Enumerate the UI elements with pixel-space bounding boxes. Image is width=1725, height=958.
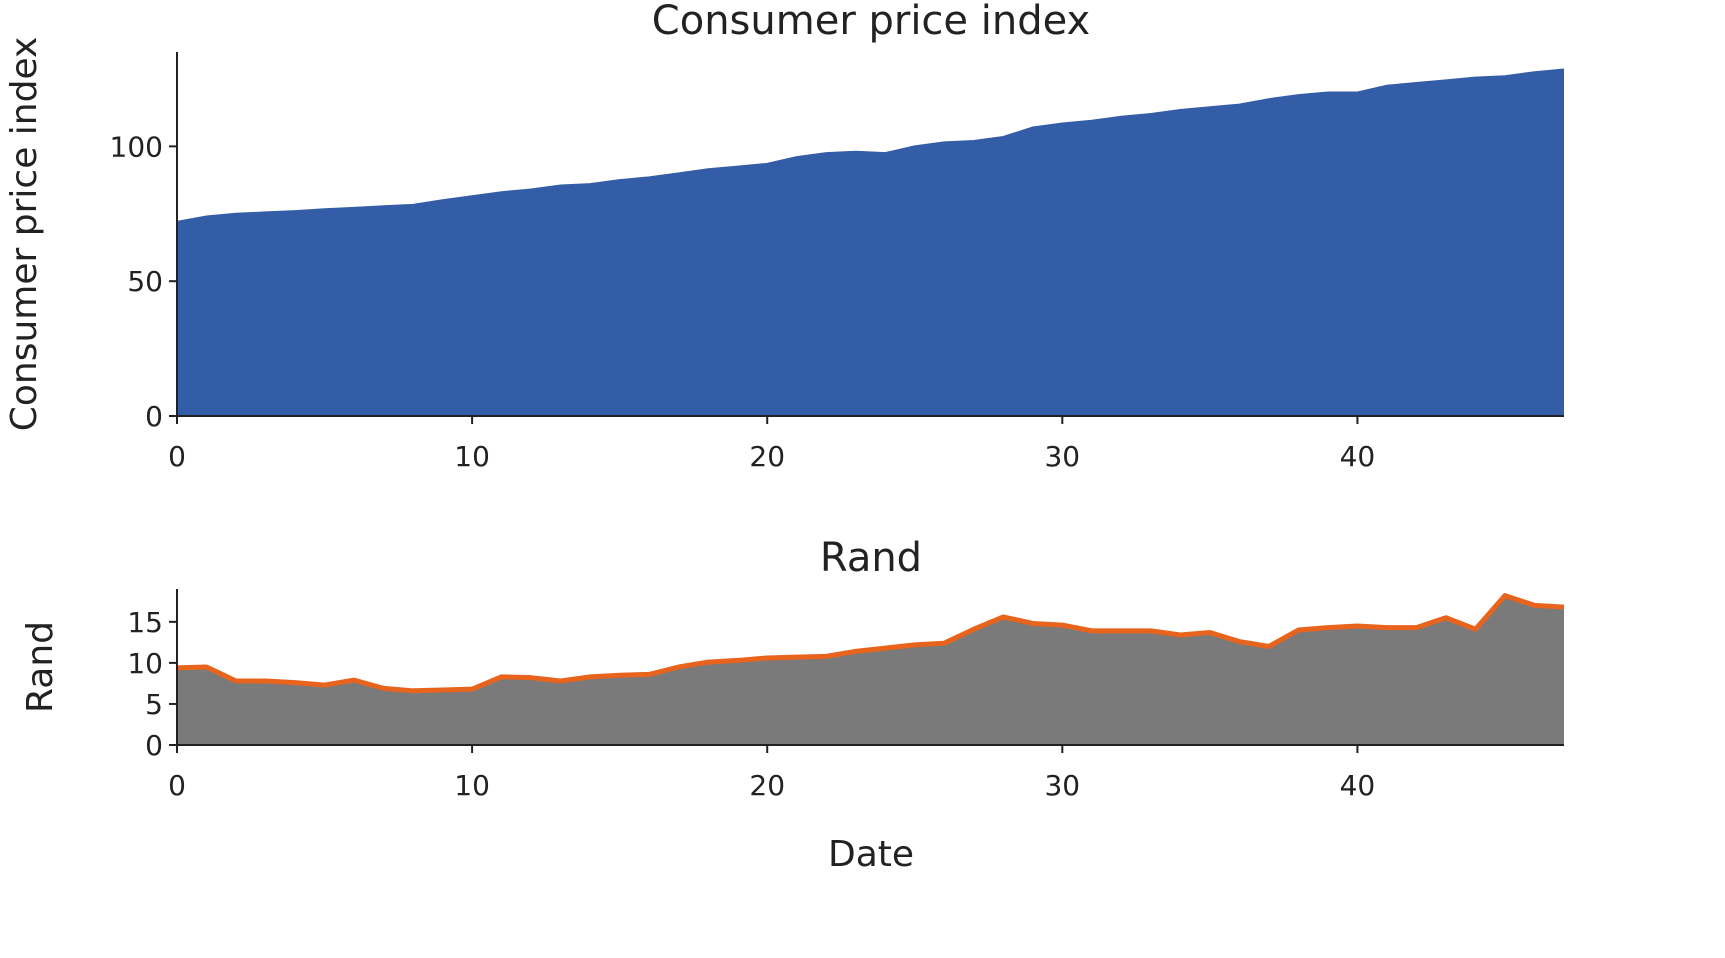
cpi-x-tick-label: 10: [454, 440, 490, 473]
cpi-y-tick-label: 0: [145, 400, 163, 433]
cpi-x-tick-label: 20: [749, 440, 785, 473]
cpi-y-axis-label: Consumer price index: [4, 37, 45, 432]
cpi-y-tick-label: 100: [110, 130, 163, 163]
rand-series-line: [176, 593, 1565, 694]
cpi-axes: [176, 52, 1564, 417]
cpi-y-ticks: 0 50 100: [110, 130, 177, 433]
rand-x-tick-label: 10: [454, 769, 490, 802]
rand-x-tick-label: 20: [749, 769, 785, 802]
rand-area-fill: [177, 595, 1564, 745]
rand-x-ticks: 0 10 20 30 40: [168, 745, 1375, 802]
cpi-x-tick-label: 40: [1340, 440, 1376, 473]
cpi-x-tick-label: 0: [168, 440, 186, 473]
rand-axes: [176, 589, 1564, 746]
rand-y-tick-label: 0: [145, 729, 163, 762]
cpi-chart-title: Consumer price index: [652, 0, 1090, 44]
rand-area-series: [176, 593, 1565, 745]
rand-y-tick-label: 15: [127, 606, 163, 639]
rand-y-tick-label: 10: [127, 647, 163, 680]
cpi-area-series: [176, 68, 1565, 416]
cpi-series-line: [176, 68, 1565, 223]
rand-subplot: Rand Rand 0 10 20 30 40 0 5 10 15 Date: [20, 535, 1565, 875]
cpi-x-tick-label: 30: [1044, 440, 1080, 473]
rand-y-tick-label: 5: [145, 688, 163, 721]
cpi-x-ticks: 0 10 20 30 40: [168, 416, 1375, 473]
rand-x-tick-label: 30: [1044, 769, 1080, 802]
rand-y-ticks: 0 5 10 15: [127, 606, 177, 762]
cpi-area-fill: [177, 69, 1564, 416]
x-axis-label: Date: [828, 834, 914, 875]
rand-x-tick-label: 0: [168, 769, 186, 802]
cpi-subplot: Consumer price index Consumer price inde…: [4, 0, 1565, 473]
rand-x-tick-label: 40: [1340, 769, 1376, 802]
rand-y-axis-label: Rand: [20, 621, 61, 713]
rand-chart-title: Rand: [820, 535, 922, 581]
cpi-y-tick-label: 50: [127, 265, 163, 298]
